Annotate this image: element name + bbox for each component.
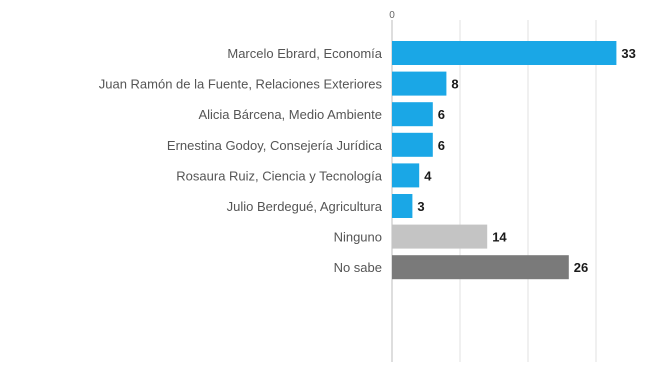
value-label: 33 xyxy=(621,46,635,61)
bar xyxy=(392,132,433,157)
category-label: Ninguno xyxy=(334,230,382,245)
bar xyxy=(392,41,617,65)
value-label: 4 xyxy=(424,168,432,183)
value-label: 14 xyxy=(492,230,507,245)
category-label: Julio Berdegué, Agricultura xyxy=(227,199,383,214)
category-label: Ernestina Godoy, Consejería Jurídica xyxy=(167,138,383,153)
bar xyxy=(392,163,420,188)
bar xyxy=(392,194,413,218)
category-label: Juan Ramón de la Fuente, Relaciones Exte… xyxy=(99,77,383,92)
category-label: Rosaura Ruiz, Ciencia y Tecnología xyxy=(176,168,382,183)
bar xyxy=(392,224,488,249)
bar xyxy=(392,71,447,96)
category-label: No sabe xyxy=(334,260,382,275)
value-label: 3 xyxy=(417,199,424,214)
value-label: 6 xyxy=(438,107,445,122)
value-label: 26 xyxy=(574,260,588,275)
value-label: 8 xyxy=(451,77,458,92)
value-label: 6 xyxy=(438,138,445,153)
x-tick-label: 0 xyxy=(389,10,395,21)
category-label: Marcelo Ebrard, Economía xyxy=(227,46,382,61)
category-label: Alicia Bárcena, Medio Ambiente xyxy=(198,107,382,122)
bar xyxy=(392,102,433,127)
bar xyxy=(392,255,569,280)
